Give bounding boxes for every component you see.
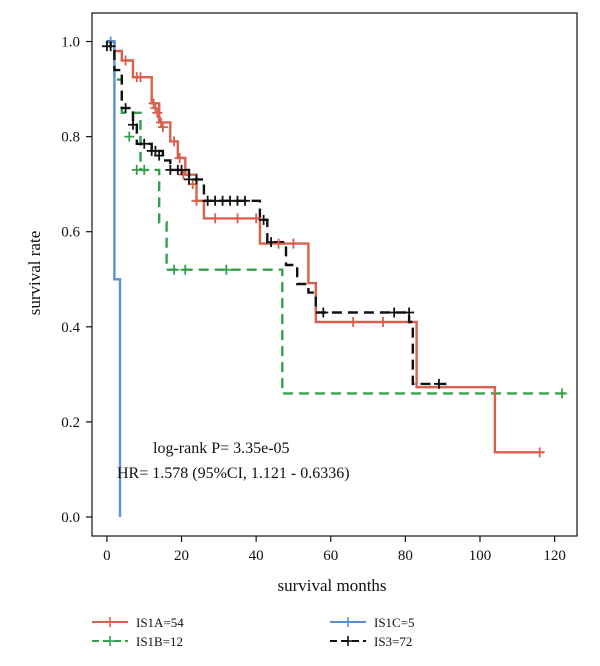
x-tick-label: 40 <box>249 548 264 564</box>
censor-mark-is1b <box>557 388 568 399</box>
y-tick-label: 1.0 <box>61 35 80 51</box>
x-tick-label: 20 <box>174 548 189 564</box>
censor-mark-is3 <box>389 307 400 318</box>
censor-mark-is3 <box>266 237 277 248</box>
x-tick-label: 100 <box>469 548 492 564</box>
y-axis-title: survival rate <box>25 231 44 316</box>
x-tick-label: 120 <box>543 548 566 564</box>
censor-mark-is3 <box>433 378 444 389</box>
censor-mark-is1b <box>139 164 150 175</box>
series-line-is1a <box>106 40 544 454</box>
legend-label-is1b: IS1B=12 <box>136 634 183 649</box>
censor-mark-is1a <box>152 107 163 118</box>
censor-mark-is3 <box>258 214 269 225</box>
censor-mark-is1a <box>157 122 168 133</box>
censor-mark-is1a <box>348 317 359 328</box>
censor-mark-is1a <box>288 238 299 249</box>
censor-mark-is1a <box>169 136 180 147</box>
censor-mark-is1b <box>124 131 135 142</box>
censor-mark-is1a <box>120 55 131 66</box>
y-tick-label: 0.6 <box>61 225 80 241</box>
censor-mark-is1b <box>180 264 191 275</box>
log-rank-annotation: log-rank P= 3.35e-05 <box>153 440 290 457</box>
censor-mark-is3 <box>139 138 150 149</box>
legend: IS1A=54 IS1B=12 IS1C=5 IS3=72 <box>92 615 415 649</box>
y-tick-label: 0.0 <box>61 510 80 526</box>
series-line-is1c <box>106 40 122 517</box>
legend-label-is1c: IS1C=5 <box>374 615 415 630</box>
y-tick-label: 0.8 <box>61 130 80 146</box>
censor-mark-is1a <box>534 447 545 458</box>
censor-mark-is1a <box>135 72 146 83</box>
censor-mark-is1a <box>378 317 388 328</box>
censor-mark-is3 <box>176 164 187 175</box>
y-axis-ticks: 0.0 0.2 0.4 0.6 0.8 1.0 <box>61 35 92 526</box>
y-tick-label: 0.4 <box>61 320 80 336</box>
censor-mark-is1a <box>191 195 202 206</box>
censor-mark-is1a <box>174 153 185 164</box>
legend-label-is3: IS3=72 <box>374 634 412 649</box>
legend-censor-is3 <box>343 636 353 646</box>
censor-mark-is3 <box>318 307 329 318</box>
censor-mark-is1b <box>169 264 180 275</box>
censor-mark-is1a <box>273 238 284 249</box>
censor-mark-is3 <box>105 41 116 52</box>
legend-censor-is1b <box>105 636 115 646</box>
hazard-ratio-annotation: HR= 1.578 (95%CI, 1.121 - 0.6336) <box>117 465 350 482</box>
plot-frame <box>91 12 578 537</box>
censor-mark-is1a <box>156 117 167 128</box>
x-tick-label: 80 <box>398 548 413 564</box>
series-line-is3 <box>106 40 447 386</box>
x-tick-label: 0 <box>103 548 111 564</box>
censor-mark-is1a <box>232 213 243 224</box>
x-axis-ticks: 0 20 40 60 80 100 120 <box>103 536 566 564</box>
censor-mark-is1b <box>221 264 232 275</box>
legend-label-is1a: IS1A=54 <box>136 615 184 630</box>
censor-mark-is3 <box>191 174 202 185</box>
censor-mark-is1a <box>178 169 189 180</box>
censor-mark-is3 <box>239 195 250 206</box>
series-line-is1b <box>106 40 566 395</box>
censor-mark-is3 <box>120 103 131 114</box>
censor-marks-layer <box>101 36 568 458</box>
censor-mark-is1a <box>251 213 262 224</box>
censor-mark-is1a <box>150 103 161 114</box>
x-tick-label: 60 <box>323 548 338 564</box>
censor-mark-is3 <box>404 307 415 318</box>
censor-mark-is1a <box>148 98 159 109</box>
legend-censor-is1c <box>343 617 353 627</box>
legend-censor-is1a <box>105 617 115 627</box>
censor-mark-is1a <box>210 213 221 224</box>
censor-mark-is3 <box>154 150 165 161</box>
x-axis-title: survival months <box>277 576 386 595</box>
censor-mark-is3 <box>128 119 139 130</box>
y-tick-label: 0.2 <box>61 415 80 431</box>
